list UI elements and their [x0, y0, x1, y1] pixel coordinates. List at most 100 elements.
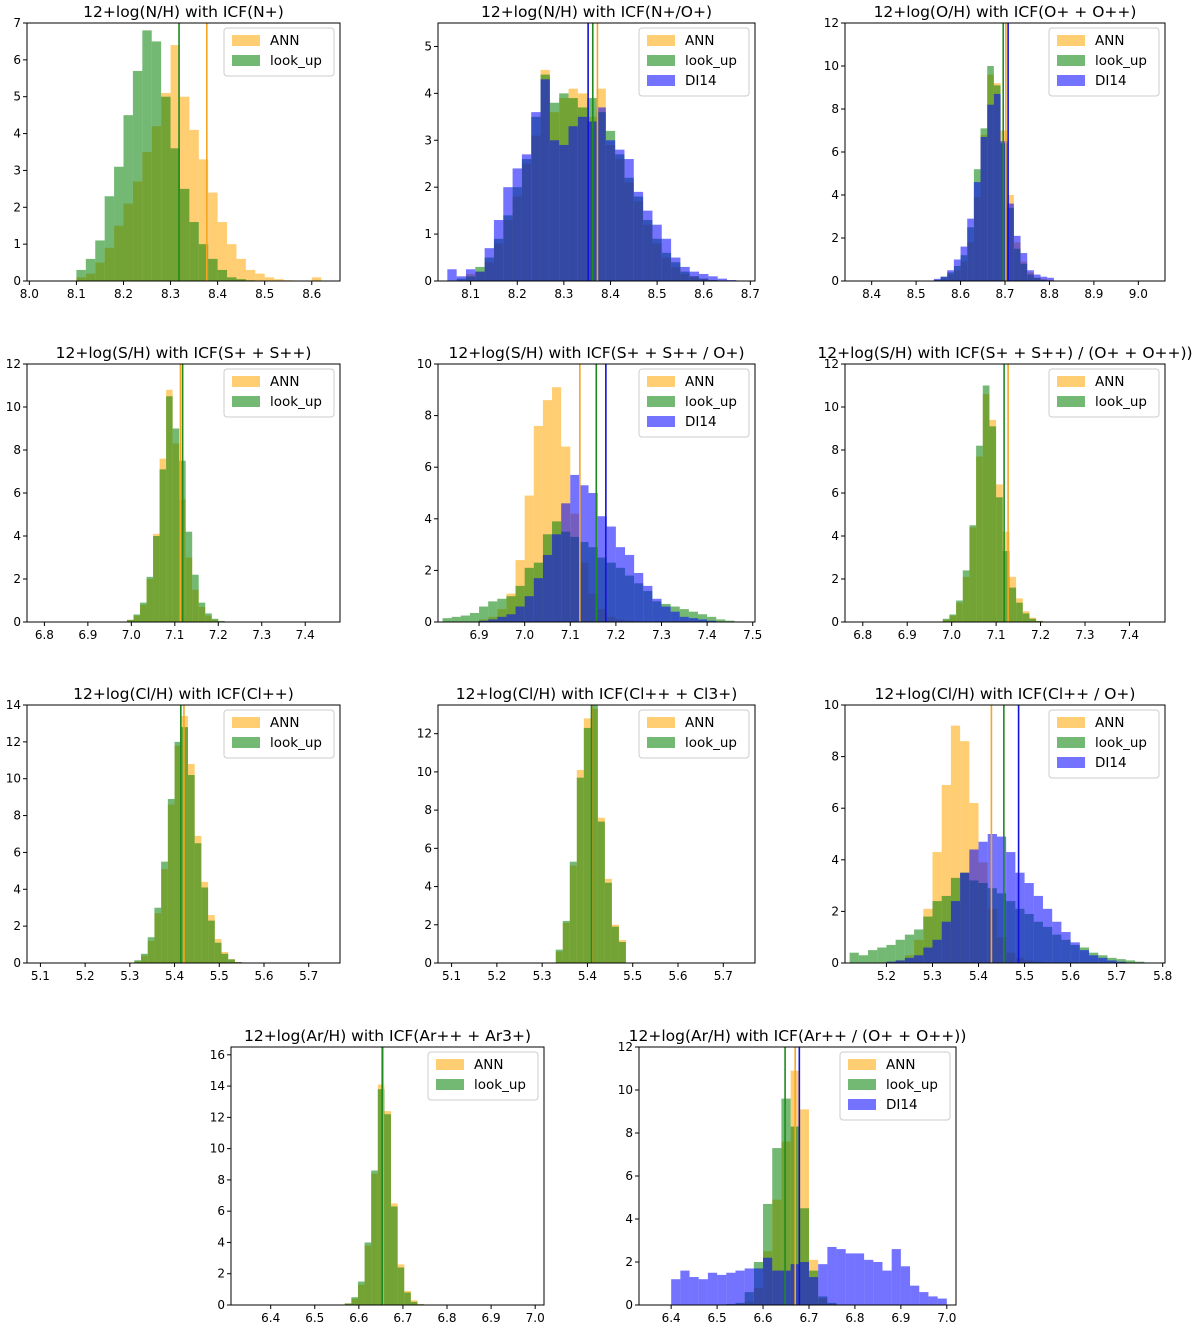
hist-bar-di14 — [559, 144, 569, 281]
hist-bar-look-up — [524, 567, 534, 622]
hist-bar-look-up — [140, 602, 147, 622]
y-tick-label: 10 — [824, 59, 839, 73]
hist-bar-di14 — [447, 269, 457, 281]
y-tick-label: 0 — [13, 615, 21, 629]
x-tick-label: 7.2 — [1031, 628, 1050, 642]
hist-bar-look-up — [989, 426, 997, 622]
hist-bar-di14 — [625, 554, 635, 622]
legend-swatch-look-up — [647, 737, 675, 748]
hist-bar-di14 — [506, 614, 516, 622]
x-tick-label: 5.2 — [487, 969, 506, 983]
hist-bar-look-up — [132, 70, 143, 281]
x-tick-label: 7.2 — [209, 628, 228, 642]
hist-bar-look-up — [161, 861, 168, 963]
hist-bar-look-up — [364, 1242, 372, 1305]
hist-bar-di14 — [661, 238, 672, 281]
y-tick-label: 12 — [417, 727, 432, 741]
hist-bar-di14 — [552, 534, 562, 622]
hist-bar-di14 — [932, 939, 942, 963]
hist-bar-look-up — [410, 1301, 418, 1305]
bars-group — [555, 705, 626, 963]
hist-bar-look-up — [377, 1089, 385, 1305]
hist-bar-di14 — [1079, 950, 1090, 963]
hist-bar-look-up — [189, 222, 199, 281]
y-tick-label: 1 — [424, 227, 432, 241]
x-tick-label: 7.4 — [1120, 628, 1139, 642]
hist-bar-di14 — [1042, 908, 1053, 963]
hist-bar-look-up — [868, 950, 878, 963]
hist-bar-look-up — [451, 616, 461, 622]
hist-bar-di14 — [671, 257, 681, 281]
legend-label-ann: ANN — [270, 374, 299, 390]
hist-bar-di14 — [928, 1296, 938, 1305]
hist-bar-look-up — [1116, 959, 1126, 963]
y-tick-label: 6 — [831, 801, 839, 815]
bars-group — [849, 725, 1154, 963]
x-tick-label: 7.0 — [942, 628, 961, 642]
legend-swatch-look-up — [1057, 55, 1085, 66]
x-tick-label: 7.0 — [515, 628, 534, 642]
x-tick-label: 7.2 — [606, 628, 625, 642]
histogram-panel: 6.8 6.9 7.0 7.1 7.2 7.3 7.4 0 2 4 6 8 10 1212+log(S/H… — [817, 344, 1192, 642]
hist-bar-di14 — [542, 554, 553, 622]
x-tick-label: 6.6 — [753, 1311, 772, 1324]
hist-bar-look-up — [479, 606, 489, 622]
x-tick-label: 8.7 — [741, 287, 760, 301]
hist-bar-di14 — [895, 960, 905, 963]
y-tick-label: 8 — [424, 409, 432, 423]
hist-bar-di14 — [689, 271, 700, 281]
y-tick-label: 14 — [210, 1079, 225, 1093]
panel-title: 12+log(N/H) with ICF(N+/O+) — [481, 3, 712, 21]
legend-label-ann: ANN — [1095, 33, 1124, 49]
hist-bar-di14 — [515, 606, 525, 622]
x-tick-label: 8.4 — [208, 287, 227, 301]
hist-bar-di14 — [670, 611, 680, 622]
hist-bar-di14 — [960, 872, 970, 963]
y-tick-label: 4 — [13, 127, 21, 141]
hist-bar-di14 — [689, 1277, 699, 1305]
legend-label-look-up: look_up — [270, 53, 322, 69]
hist-bar-di14 — [524, 596, 534, 622]
hist-bar-look-up — [914, 929, 924, 963]
histogram-panel: 8.4 8.5 8.6 8.7 8.8 8.9 9.0 0 2 4 6 8 10 12 12+log(O/H… — [824, 3, 1166, 301]
hist-bar-look-up — [604, 882, 612, 963]
legend-swatch-ann — [1057, 35, 1085, 46]
legend-label-look-up: look_up — [685, 394, 737, 410]
x-tick-label: 6.9 — [891, 1311, 910, 1324]
hist-bar-di14 — [634, 572, 644, 622]
hist-bar-di14 — [561, 503, 571, 622]
hist-bar-look-up — [198, 244, 209, 281]
bars-group — [344, 1084, 425, 1305]
y-tick-label: 2 — [424, 180, 432, 194]
y-tick-label: 8 — [831, 102, 839, 116]
y-tick-label: 0 — [13, 956, 21, 970]
legend-label-look-up: look_up — [685, 53, 737, 69]
series-di14 — [479, 474, 726, 622]
legend-label-di14: DI14 — [1095, 755, 1127, 771]
hist-bar-ann — [311, 277, 322, 281]
hist-bar-ann — [552, 387, 562, 622]
x-tick-label: 8.3 — [161, 287, 180, 301]
hist-bar-di14 — [886, 961, 896, 963]
hist-bar-di14 — [661, 606, 671, 622]
panel-title: 12+log(O/H) with ICF(O+ + O++) — [874, 3, 1137, 21]
hist-bar-look-up — [1029, 618, 1037, 622]
legend-swatch-look-up — [647, 55, 675, 66]
hist-bar-di14 — [923, 947, 933, 963]
hist-bar-di14 — [1098, 957, 1108, 963]
hist-bar-look-up — [1016, 602, 1023, 622]
hist-bar-look-up — [151, 41, 162, 281]
hist-bar-di14 — [1033, 895, 1043, 963]
hist-bar-look-up — [159, 469, 167, 622]
panel-title: 12+log(S/H) with ICF(S+ + S++) / (O+ + O… — [817, 344, 1192, 362]
y-tick-label: 2 — [13, 919, 21, 933]
x-tick-label: 5.8 — [1153, 969, 1172, 983]
hist-bar-di14 — [1089, 955, 1099, 963]
legend-label-ann: ANN — [685, 374, 714, 390]
hist-bar-look-up — [185, 531, 193, 622]
legend-swatch-ann — [647, 35, 675, 46]
hist-bar-di14 — [763, 1257, 773, 1305]
x-tick-label: 6.4 — [662, 1311, 681, 1324]
hist-bar-di14 — [633, 191, 644, 281]
hist-bar-look-up — [799, 1208, 809, 1305]
